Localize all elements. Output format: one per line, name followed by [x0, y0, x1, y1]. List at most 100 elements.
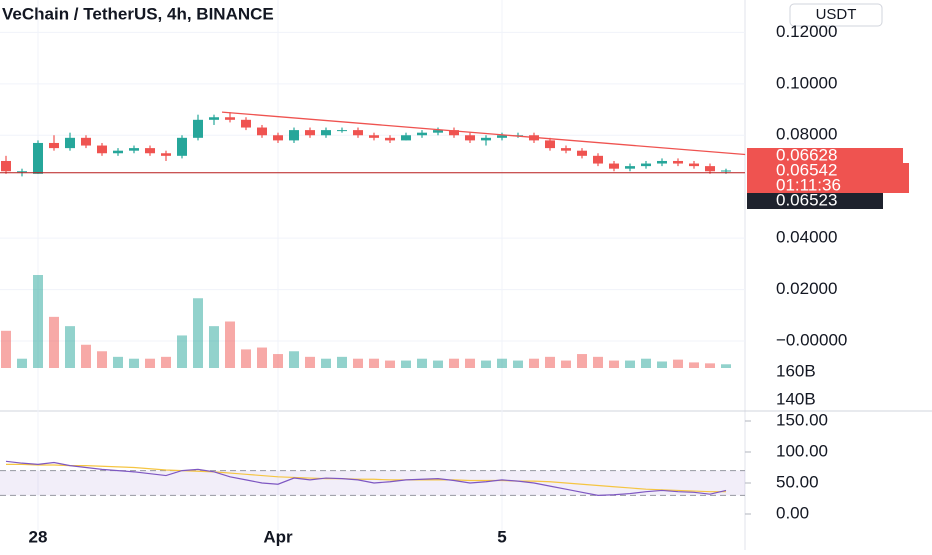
candle-body	[49, 142, 59, 149]
y-tick-label: 0.02000	[776, 279, 837, 298]
y-tick-label: 0.08000	[776, 125, 837, 144]
chart-title: VeChain / TetherUS, 4h, BINANCE	[2, 4, 274, 23]
candle-body	[161, 153, 171, 156]
volume-bar	[721, 364, 731, 368]
volume-bar	[81, 344, 91, 368]
rsi-tick-label: 50.00	[776, 472, 819, 491]
volume-bar	[385, 360, 395, 368]
candle-body	[1, 160, 11, 172]
volume-bar	[305, 356, 315, 368]
volume-bar	[401, 360, 411, 368]
volume-bar	[513, 360, 523, 368]
trendline	[221, 111, 746, 156]
volume-bar	[193, 298, 203, 368]
candle-body	[193, 119, 203, 138]
volume-bar	[129, 358, 139, 368]
volume-bar	[369, 358, 379, 368]
currency-label[interactable]: USDT	[816, 6, 857, 23]
candle-body	[65, 137, 75, 149]
candle-body	[689, 163, 699, 167]
candle-body	[225, 117, 235, 120]
volume-scale-label: 160B	[776, 361, 816, 380]
candle-body	[33, 142, 43, 174]
candle-body	[177, 137, 187, 156]
y-tick-label: −0.00000	[776, 330, 847, 349]
candle-body	[625, 166, 635, 169]
candle-body	[385, 137, 395, 141]
candle-body	[273, 135, 283, 141]
x-tick-label: 5	[497, 527, 506, 546]
candle-body	[353, 130, 363, 136]
y-tick-label: 0.12000	[776, 22, 837, 41]
candle-body	[705, 166, 715, 172]
candle-body	[673, 160, 683, 164]
volume-bar	[545, 356, 555, 368]
volume-bar	[529, 358, 539, 368]
candle-body	[433, 130, 443, 133]
candle-body	[497, 135, 507, 138]
candle-body	[449, 130, 459, 136]
volume-bar	[577, 354, 587, 368]
volume-bar	[337, 356, 347, 368]
candle-body	[289, 130, 299, 141]
candle-body	[337, 130, 347, 132]
candle-body	[17, 171, 27, 173]
volume-bar	[353, 358, 363, 368]
volume-bar	[225, 321, 235, 368]
price-label: 0.06523	[776, 190, 837, 209]
candle-body	[465, 135, 475, 141]
volume-bar	[481, 360, 491, 368]
volume-bar	[97, 351, 107, 368]
candle-body	[609, 163, 619, 169]
x-tick-label: 28	[29, 527, 48, 546]
rsi-tick-label: 100.00	[776, 441, 828, 460]
volume-bar	[609, 360, 619, 368]
volume-bar	[65, 326, 75, 368]
countdown: 01:11:36	[776, 175, 841, 194]
rsi-tick-label: 150.00	[776, 410, 828, 429]
candle-body	[657, 160, 667, 164]
volume-bar	[593, 356, 603, 368]
candle-body	[113, 150, 123, 154]
volume-bar	[1, 330, 11, 368]
volume-bar	[161, 356, 171, 368]
rsi-tick-label: 0.00	[776, 503, 809, 522]
volume-bar	[657, 361, 667, 368]
volume-bar	[497, 358, 507, 368]
candle-body	[641, 163, 651, 167]
candle-body	[209, 117, 219, 120]
volume-bar	[673, 359, 683, 368]
volume-bar	[321, 358, 331, 368]
volume-bar	[209, 326, 219, 368]
price-label-box	[747, 193, 883, 209]
volume-bar	[417, 358, 427, 368]
volume-bar	[257, 347, 267, 368]
volume-bar	[33, 275, 43, 368]
candle-body	[593, 155, 603, 164]
candle-body	[257, 127, 267, 136]
price-label-box	[747, 163, 909, 193]
y-tick-label: 0.04000	[776, 228, 837, 247]
candle-body	[129, 148, 139, 151]
price-label: 0.06542	[776, 160, 837, 179]
candle-body	[81, 137, 91, 146]
price-label-box	[747, 148, 903, 164]
rsi-line	[5, 460, 727, 497]
volume-bar	[113, 356, 123, 368]
rsi-ma-line	[6, 463, 726, 493]
volume-bar	[689, 362, 699, 368]
candle-body	[145, 148, 155, 154]
volume-bar	[49, 316, 59, 368]
candle-body	[241, 119, 251, 128]
candle-body	[97, 145, 107, 154]
volume-bar	[465, 358, 475, 368]
y-tick-label: 0.10000	[776, 73, 837, 92]
volume-bar	[289, 351, 299, 368]
volume-bar	[145, 358, 155, 368]
candle-body	[401, 135, 411, 141]
price-label: 0.06628	[776, 145, 837, 164]
currency-button[interactable]	[789, 3, 883, 27]
volume-bar	[449, 358, 459, 368]
